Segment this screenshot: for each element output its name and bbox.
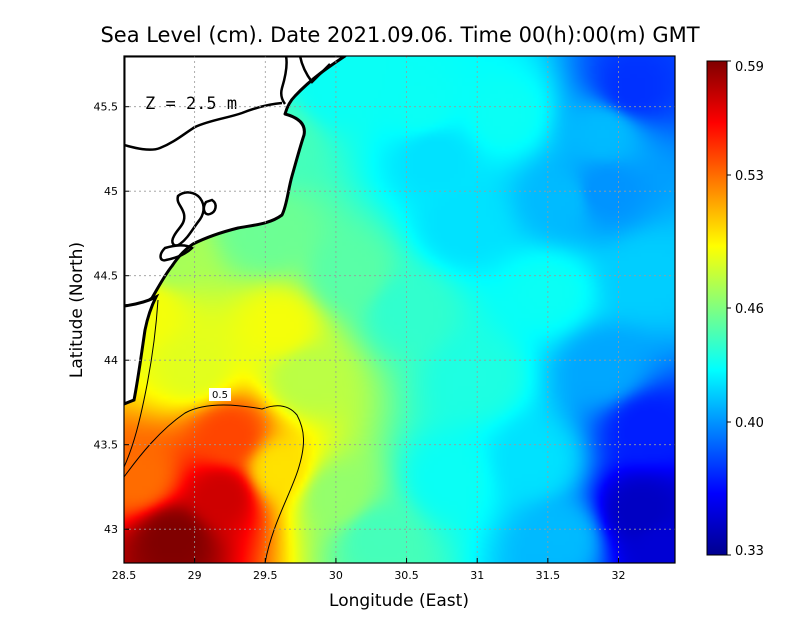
colorbar-tick-label: 0.33 — [735, 544, 764, 559]
chart-title: Sea Level (cm). Date 2021.09.06. Time 00… — [100, 23, 699, 47]
contour-line-coast — [124, 299, 159, 468]
x-axis-label: Longitude (East) — [329, 591, 469, 611]
depth-annotation: Z = 2.5 m — [145, 94, 237, 114]
landmass-west-coast — [124, 293, 160, 406]
colorbar-tick-label: 0.53 — [735, 169, 764, 184]
x-tick-label: 30 — [329, 569, 343, 582]
plot-frame — [123, 55, 676, 564]
y-tick-label: 45.5 — [94, 101, 119, 114]
grid-lines — [123, 56, 675, 563]
x-tick-label: 28.5 — [112, 569, 137, 582]
y-axis-ticks: 43 43.5 44 44.5 45 45.5 — [94, 101, 129, 536]
colorbar-tick-label: 0.59 — [735, 60, 764, 75]
y-tick-label: 44 — [104, 354, 118, 367]
y-axis-label: Latitude (North) — [67, 242, 87, 378]
lagoon-3 — [202, 198, 217, 216]
lagoon-4 — [159, 244, 194, 262]
y-tick-label: 43 — [104, 523, 118, 536]
x-tick-label: 31 — [470, 569, 484, 582]
y-tick-label: 44.5 — [94, 270, 119, 283]
plot-area: 0.5 Z = 2.5 m — [124, 56, 675, 563]
colorbar-tick-label: 0.40 — [735, 416, 764, 431]
x-tick-label: 29 — [188, 569, 202, 582]
colorbar-ticks: 0.59 0.53 0.46 0.40 0.33 — [727, 60, 764, 559]
colorbar-tick-label: 0.46 — [735, 302, 764, 317]
colorbar: 0.59 0.53 0.46 0.40 0.33 — [706, 60, 764, 559]
contour-line-0-5 — [124, 404, 304, 563]
contour-label: 0.5 — [212, 390, 228, 401]
x-tick-label: 29.5 — [253, 569, 278, 582]
x-tick-label: 32 — [611, 569, 625, 582]
contour-label-bg — [209, 388, 231, 401]
river-north-2 — [298, 56, 331, 84]
colorbar-gradient — [706, 60, 728, 556]
river-north — [279, 56, 288, 105]
x-tick-label: 31.5 — [536, 569, 561, 582]
x-tick-label: 30.5 — [394, 569, 419, 582]
y-tick-label: 43.5 — [94, 439, 119, 452]
x-axis-ticks: 28.5 29 29.5 30 30.5 31 31.5 32 — [112, 558, 625, 582]
y-tick-label: 45 — [104, 185, 118, 198]
